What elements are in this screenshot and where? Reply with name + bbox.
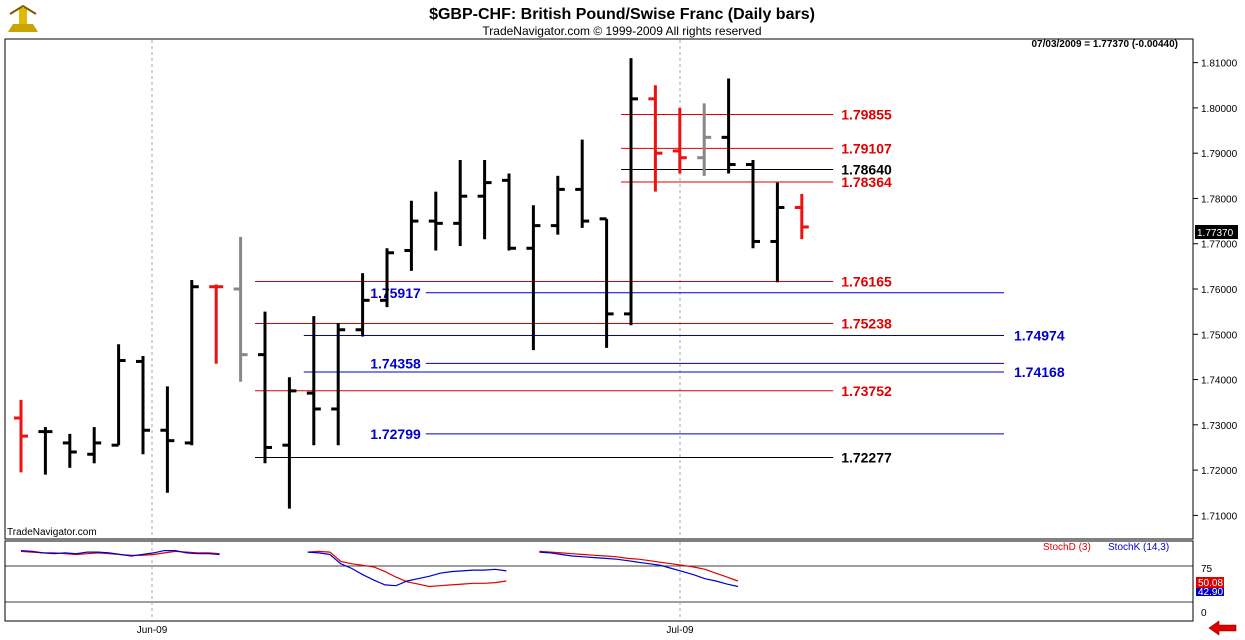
price-tick-label: 1.76000 bbox=[1201, 285, 1238, 296]
ohlc-bar bbox=[14, 399, 28, 473]
ohlc-bar bbox=[575, 139, 590, 228]
ohlc-bar bbox=[477, 159, 492, 240]
stochk-value: 42.90 bbox=[1198, 587, 1223, 598]
stochk-legend: StochK (14,3) bbox=[1108, 542, 1169, 553]
price-tick-label: 1.73000 bbox=[1201, 421, 1238, 432]
ohlc-bar bbox=[648, 85, 663, 192]
ohlc-bar bbox=[502, 173, 516, 251]
ohlc-bar bbox=[355, 273, 370, 337]
ohlc-bar bbox=[38, 427, 53, 475]
stochastic-lines bbox=[20, 550, 739, 588]
stochk-line bbox=[20, 550, 739, 588]
price-tick-label: 1.79000 bbox=[1201, 149, 1238, 160]
ohlc-bar bbox=[136, 356, 150, 455]
price-tick-label: 1.74000 bbox=[1201, 376, 1238, 387]
level-label: 1.76165 bbox=[841, 274, 892, 290]
level-label: 1.75917 bbox=[370, 285, 421, 301]
level-label: 1.73752 bbox=[841, 383, 892, 399]
stoch-tick-0: 0 bbox=[1201, 608, 1207, 619]
level-label: 1.74974 bbox=[1014, 327, 1065, 343]
ohlc-bar bbox=[331, 322, 346, 446]
ohlc-bar bbox=[160, 386, 175, 493]
stochd-line bbox=[20, 550, 739, 588]
price-tick-label: 1.75000 bbox=[1201, 330, 1238, 341]
level-label: 1.78640 bbox=[841, 161, 892, 177]
ohlc-bar bbox=[672, 107, 687, 174]
ohlc-bar bbox=[380, 248, 394, 308]
stochd-value: 50.08 bbox=[1198, 578, 1223, 589]
level-label: 1.79855 bbox=[841, 106, 892, 122]
level-label: 1.74168 bbox=[1014, 364, 1065, 380]
date-tick-jul: Jul-09 bbox=[666, 625, 694, 636]
ohlc-bar bbox=[87, 427, 102, 464]
corner-logo bbox=[8, 4, 38, 32]
ohlc-bar bbox=[258, 311, 272, 464]
price-tick-label: 1.80000 bbox=[1201, 104, 1238, 115]
price-tick-label: 1.71000 bbox=[1201, 511, 1238, 522]
scroll-arrow-icon[interactable] bbox=[1205, 620, 1239, 636]
main-plot-frame bbox=[4, 38, 1194, 540]
price-tick-label: 1.78000 bbox=[1201, 194, 1238, 205]
stochastic-panel-frame bbox=[4, 540, 1194, 622]
price-axis: 1.71000 1.72000 1.73000 1.74000 1.75000 1.760… bbox=[1193, 59, 1238, 522]
level-label: 1.75238 bbox=[841, 315, 892, 331]
ohlc-bar bbox=[404, 200, 419, 271]
ohlc-bar bbox=[697, 103, 712, 176]
ohlc-bar bbox=[550, 175, 565, 235]
last-price-label: 1.77370 bbox=[1197, 228, 1234, 239]
ohlc-bar bbox=[599, 217, 614, 348]
ohlc-bar bbox=[184, 279, 199, 446]
level-label: 1.74358 bbox=[370, 355, 421, 371]
price-readout: 07/03/2009 = 1.77370 (-0.00440) bbox=[1031, 39, 1178, 50]
price-tick-label: 1.77000 bbox=[1201, 240, 1238, 251]
ohlc-bar bbox=[624, 58, 638, 326]
price-tick-label: 1.81000 bbox=[1201, 59, 1238, 70]
ohlc-bar bbox=[111, 344, 126, 447]
ohlc-bar bbox=[794, 193, 809, 240]
ohlc-bar bbox=[209, 284, 224, 364]
stochd-legend: StochD (3) bbox=[1043, 542, 1091, 553]
price-tick-label: 1.72000 bbox=[1201, 466, 1238, 477]
level-label: 1.79107 bbox=[841, 140, 892, 156]
price-bars bbox=[14, 58, 809, 509]
ohlc-bar bbox=[770, 182, 785, 283]
chart-title: $GBP-CHF: British Pound/Swise Franc (Dai… bbox=[429, 6, 815, 23]
level-label: 1.78364 bbox=[841, 174, 892, 190]
ohlc-bar bbox=[233, 236, 248, 382]
last-price-marker: 1.77370 bbox=[1195, 225, 1238, 239]
level-label: 1.72277 bbox=[841, 450, 892, 466]
level-label: 1.72799 bbox=[370, 426, 421, 442]
ohlc-bar bbox=[526, 205, 541, 351]
date-tick-jun: Jun-09 bbox=[137, 625, 168, 636]
stoch-tick-75: 75 bbox=[1201, 564, 1213, 575]
watermark: TradeNavigator.com bbox=[7, 527, 97, 538]
ohlc-bar bbox=[282, 377, 297, 509]
ohlc-bar bbox=[62, 433, 77, 468]
ohlc-bar bbox=[746, 159, 760, 249]
chart-subtitle: TradeNavigator.com © 1999-2009 All right… bbox=[482, 24, 761, 38]
ohlc-bar bbox=[453, 159, 468, 246]
ohlc-bar bbox=[428, 191, 443, 251]
ohlc-bar bbox=[721, 78, 736, 174]
stoch-value-markers: 50.08 42.90 bbox=[1196, 577, 1224, 598]
ohlc-bar bbox=[306, 316, 321, 446]
